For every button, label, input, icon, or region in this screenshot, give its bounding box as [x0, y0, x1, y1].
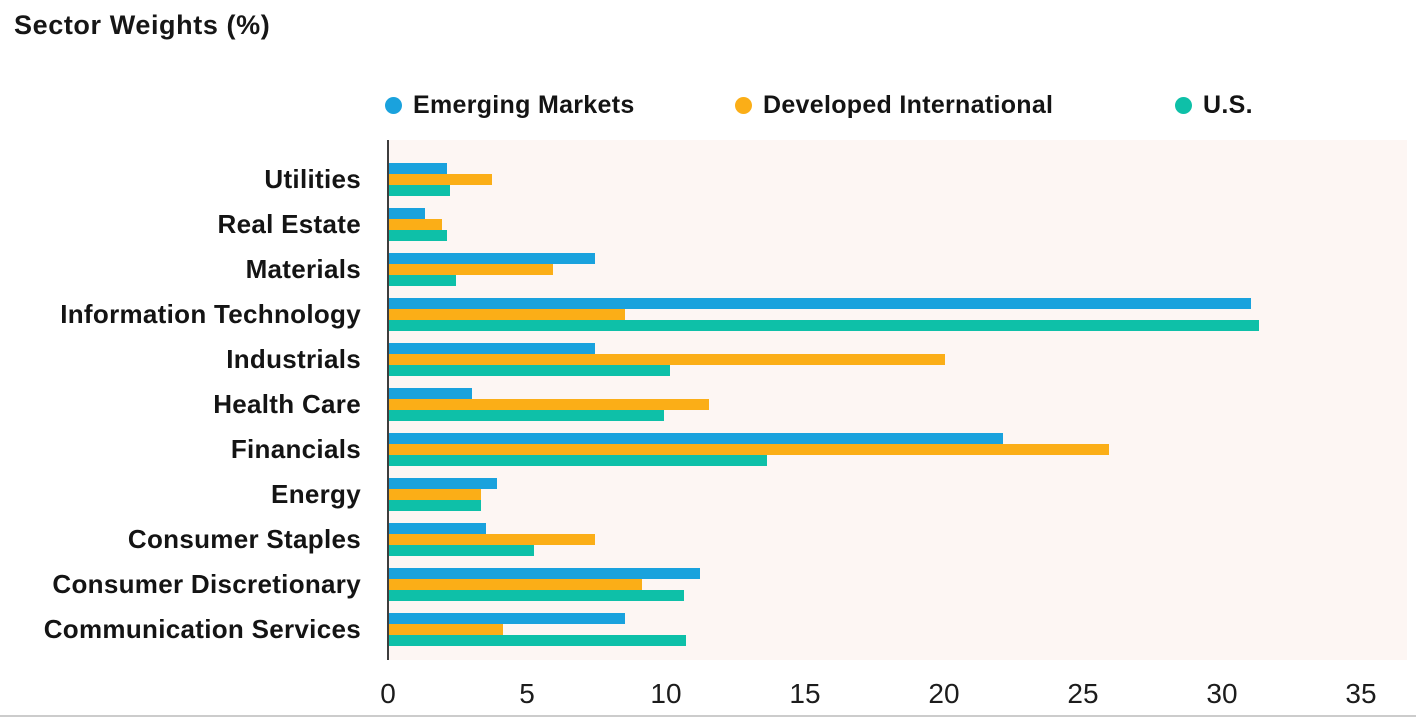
bar-group-financials [389, 433, 1110, 466]
x-tick-label-0: 0 [380, 678, 396, 709]
legend-item-us: U.S. [1175, 91, 1253, 120]
bar-group-industrials [389, 343, 945, 376]
bar-emerging-markets-communication-services [389, 613, 626, 624]
legend-item-developed-international: Developed International [735, 91, 1053, 120]
category-label-financials: Financials [230, 434, 361, 464]
bar-u-s--information-technology [389, 320, 1260, 331]
legend-item-emerging-markets: Emerging Markets [385, 91, 635, 120]
x-tick-label-5: 5 [519, 678, 535, 709]
legend-dot-us [1175, 97, 1192, 114]
bar-group-health-care [389, 388, 709, 421]
category-label-industrials: Industrials [226, 344, 361, 374]
x-tick-label-35: 35 [1345, 678, 1377, 709]
bar-emerging-markets-information-technology [389, 298, 1251, 309]
x-tick-label-25: 25 [1067, 678, 1099, 709]
bottom-divider [0, 715, 1416, 717]
bar-u-s--financials [389, 455, 768, 466]
bar-u-s--energy [389, 500, 481, 511]
bar-group-communication-services [389, 613, 687, 646]
bar-developed-international-utilities [389, 174, 492, 185]
bar-emerging-markets-industrials [389, 343, 595, 354]
bar-developed-international-materials [389, 264, 554, 275]
bar-developed-international-energy [389, 489, 481, 500]
category-axis: Utilities Real Estate Materials Information… [0, 140, 361, 660]
bar-group-materials [389, 253, 595, 286]
chart-title: Sector Weights (%) [14, 10, 271, 40]
bar-developed-international-industrials [389, 354, 945, 365]
bar-u-s--utilities [389, 185, 451, 196]
category-label-real-estate: Real Estate [217, 209, 361, 239]
bar-developed-international-consumer-discretionary [389, 579, 642, 590]
legend-dot-developed-international [735, 97, 752, 114]
bar-group-utilities [389, 163, 492, 196]
category-label-energy: Energy [271, 479, 361, 509]
bar-u-s--materials [389, 275, 456, 286]
bar-emerging-markets-financials [389, 433, 1004, 444]
bar-u-s--real-estate [389, 230, 448, 241]
bar-group-energy [389, 478, 498, 511]
bar-group-real-estate [389, 208, 448, 241]
category-label-materials: Materials [245, 254, 361, 284]
bar-group-consumer-discretionary [389, 568, 701, 601]
category-label-consumer-discretionary: Consumer Discretionary [52, 569, 361, 599]
category-label-information-technology: Information Technology [60, 299, 361, 329]
bar-emerging-markets-energy [389, 478, 498, 489]
category-label-consumer-staples: Consumer Staples [127, 524, 361, 554]
bar-u-s--industrials [389, 365, 670, 376]
bar-developed-international-information-technology [389, 309, 626, 320]
bar-developed-international-financials [389, 444, 1110, 455]
x-tick-label-15: 15 [789, 678, 821, 709]
legend-dot-emerging-markets [385, 97, 402, 114]
bar-emerging-markets-consumer-discretionary [389, 568, 701, 579]
bar-group-information-technology [389, 298, 1260, 331]
bar-u-s--consumer-staples [389, 545, 534, 556]
x-tick-label-20: 20 [928, 678, 960, 709]
bar-developed-international-consumer-staples [389, 534, 595, 545]
bar-developed-international-health-care [389, 399, 709, 410]
bar-emerging-markets-real-estate [389, 208, 426, 219]
bar-developed-international-real-estate [389, 219, 442, 230]
x-tick-label-10: 10 [650, 678, 682, 709]
bar-developed-international-communication-services [389, 624, 503, 635]
legend-label-developed-international: Developed International [763, 91, 1054, 119]
legend-label-us: U.S. [1203, 91, 1253, 119]
bar-u-s--health-care [389, 410, 665, 421]
category-label-utilities: Utilities [264, 164, 361, 194]
bar-u-s--communication-services [389, 635, 687, 646]
bar-emerging-markets-materials [389, 253, 595, 264]
x-axis: 0 5 10 15 20 25 30 35 [380, 678, 1416, 714]
bar-group-consumer-staples [389, 523, 595, 556]
category-label-health-care: Health Care [213, 389, 361, 419]
legend-label-emerging-markets: Emerging Markets [413, 91, 635, 119]
bar-u-s--consumer-discretionary [389, 590, 684, 601]
bar-emerging-markets-health-care [389, 388, 473, 399]
bar-emerging-markets-consumer-staples [389, 523, 487, 534]
plot-area [387, 140, 1407, 660]
category-label-communication-services: Communication Services [43, 614, 361, 644]
bar-emerging-markets-utilities [389, 163, 448, 174]
x-tick-label-30: 30 [1206, 678, 1238, 709]
